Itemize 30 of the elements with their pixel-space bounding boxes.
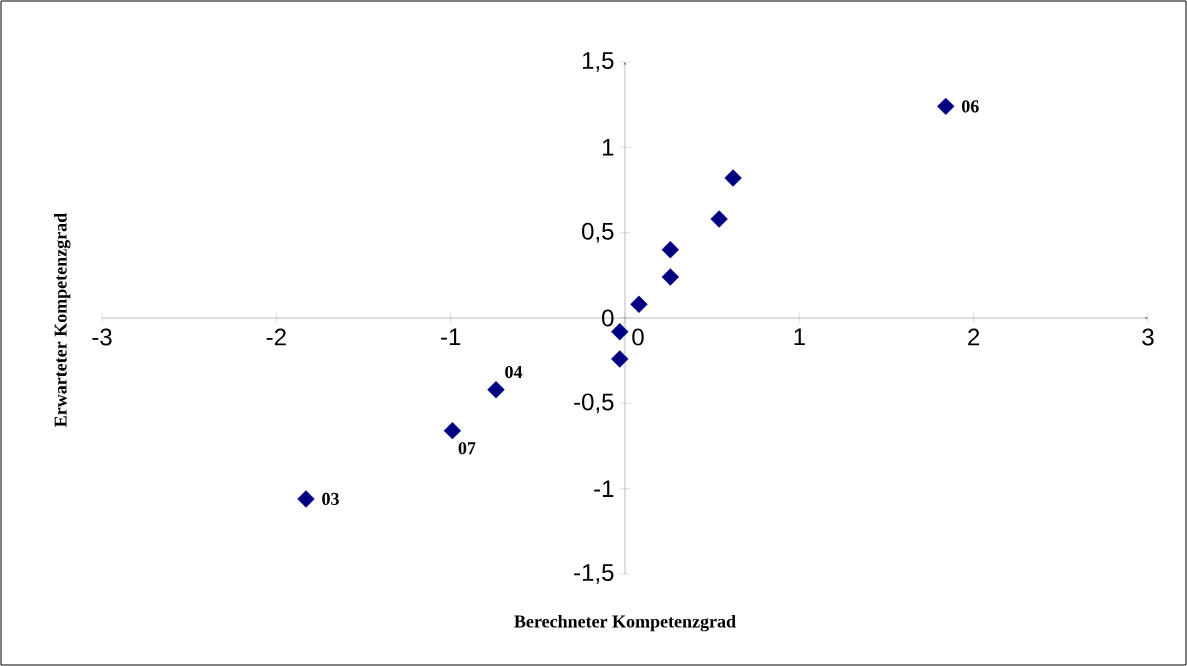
x-tick-label: 0 — [632, 328, 644, 346]
x-tick-label: -2 — [266, 328, 286, 346]
point — [724, 169, 742, 187]
point — [937, 97, 955, 116]
x-tick-label: 1 — [794, 328, 805, 346]
point — [661, 241, 680, 259]
annotation: 07 — [458, 442, 476, 455]
x-axis-title: Berechneter Kompetenzgrad — [514, 614, 736, 632]
point — [661, 268, 680, 286]
y-tick-label: -1 — [594, 480, 614, 497]
y-tick-label: -0,5 — [574, 393, 614, 414]
x-tick-label: 3 — [1142, 328, 1154, 346]
point — [297, 490, 315, 508]
point — [710, 210, 728, 228]
y-tick-label: 0,5 — [582, 222, 614, 243]
point — [611, 350, 629, 368]
y-axis-title: Erwarteter Kompetenzgrad — [54, 213, 71, 427]
x-tick-label: -3 — [92, 328, 112, 346]
point — [487, 380, 505, 399]
annotation: 06 — [961, 100, 979, 113]
annotation: 03 — [322, 492, 339, 505]
annotation: 04 — [505, 365, 523, 379]
y-tick-label: -1,5 — [574, 564, 614, 584]
y-tick-label: 1 — [602, 139, 614, 156]
y-tick-label: 1,5 — [582, 52, 614, 72]
y-tick-label: 0 — [602, 309, 614, 327]
point — [630, 295, 648, 314]
point — [443, 421, 462, 440]
x-tick-label: 2 — [968, 328, 980, 346]
x-tick-label: -1 — [441, 328, 461, 346]
